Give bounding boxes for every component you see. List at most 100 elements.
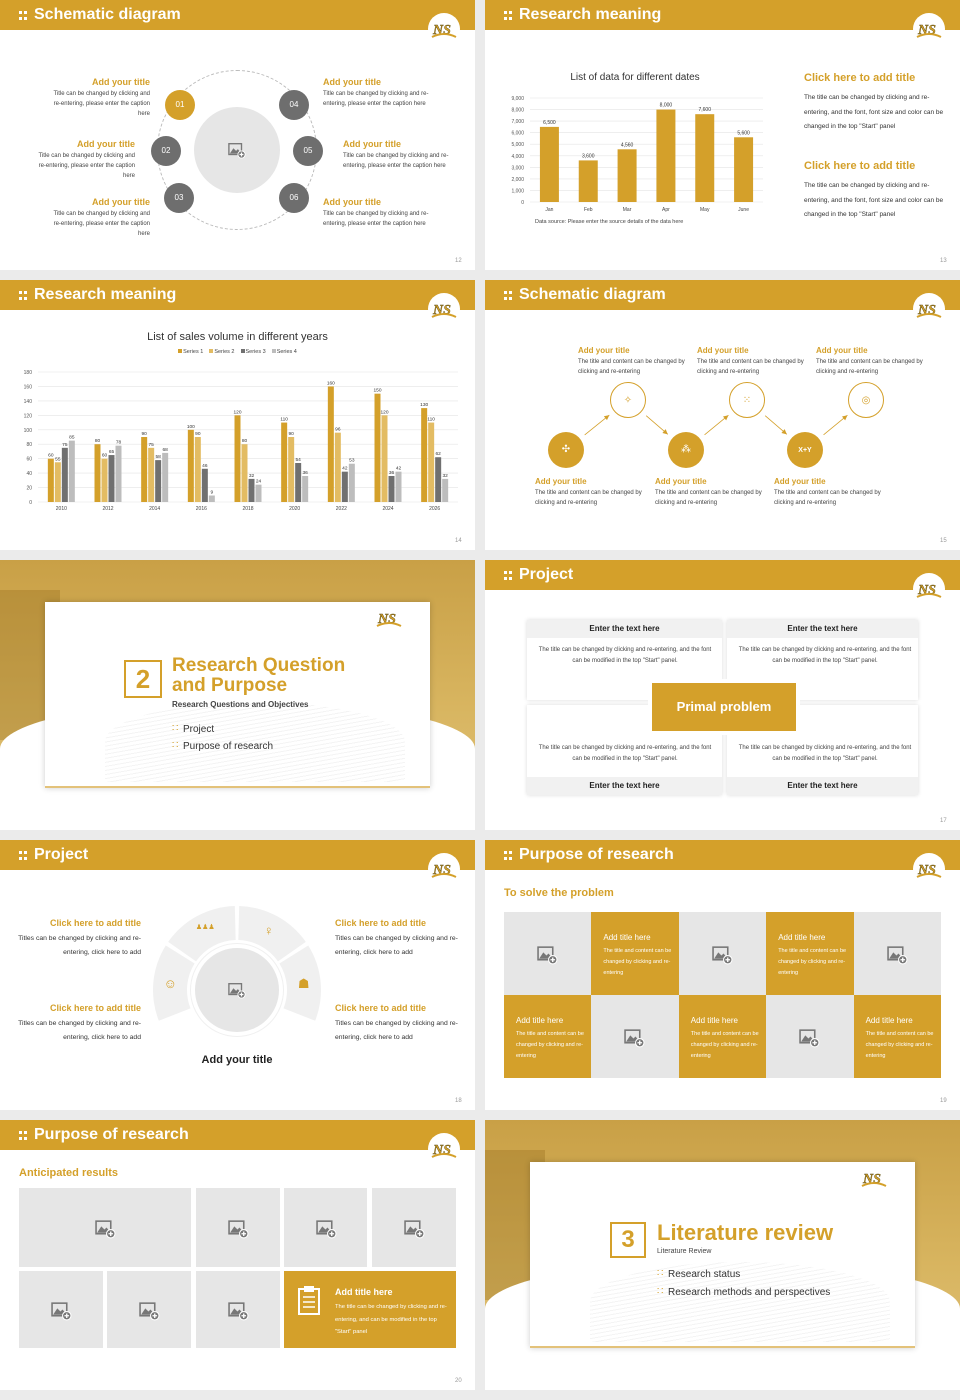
image-placeholder-icon[interactable] xyxy=(228,1300,249,1321)
data-label: 36 xyxy=(302,470,308,476)
bar-2026-s4 xyxy=(442,478,449,502)
bar-Mar xyxy=(617,149,637,202)
page-number: 17 xyxy=(940,818,947,824)
text-card: Enter the text here The title can be chan… xyxy=(727,620,918,700)
data-label: 5,600 xyxy=(737,130,750,136)
slide-19[interactable]: 19 Purpose of research NS To solve the prob… xyxy=(485,840,960,1110)
clipboard-icon xyxy=(297,1285,321,1315)
slide-20[interactable]: 20 Purpose of research NS Anticipated resul… xyxy=(0,1120,475,1390)
bar-2012-s1 xyxy=(94,444,101,502)
image-tile[interactable] xyxy=(678,912,767,995)
ring-segment xyxy=(279,945,322,1021)
slide-title: Project xyxy=(519,566,574,583)
image-placeholder-icon[interactable] xyxy=(51,1300,72,1321)
slide-13[interactable]: 13 Research meaning NS List of data for dif… xyxy=(485,0,960,270)
highlight-box: Add title here The title can be changed b… xyxy=(284,1271,456,1348)
text-tile: Add title here The title and content can … xyxy=(504,995,592,1078)
image-placeholder-icon[interactable] xyxy=(624,1027,645,1048)
bar-Apr xyxy=(656,109,676,202)
grouped-bar-chart: 0204060801001201401601806055758520108060… xyxy=(24,370,458,512)
card-text: The title can be changed by clicking and… xyxy=(738,745,912,762)
data-label: 96 xyxy=(335,427,341,433)
tile-title: Add title here xyxy=(778,933,826,942)
logo: NS xyxy=(913,293,945,325)
data-label: 42 xyxy=(342,466,348,472)
slide-15[interactable]: 15 Schematic diagram NS ✣ Add your title The … xyxy=(485,280,960,550)
image-tile[interactable] xyxy=(19,1188,191,1267)
bar-Jan xyxy=(539,126,559,202)
text-tile: Add title here The title and content can … xyxy=(853,995,941,1078)
data-label: 90 xyxy=(288,431,294,437)
bullet-dots-icon: ∷ xyxy=(657,1286,664,1297)
image-placeholder-icon[interactable] xyxy=(537,944,558,965)
text-tile: Add title here The title and content can … xyxy=(591,912,679,995)
molecule-step: ⁂ xyxy=(668,432,704,468)
image-tile[interactable] xyxy=(504,912,592,995)
image-tile[interactable] xyxy=(196,1188,280,1267)
share-nodes-step: ⁙ xyxy=(729,382,765,418)
image-placeholder-icon[interactable] xyxy=(139,1300,160,1321)
step-node: 05 xyxy=(293,136,323,166)
bar-2022-s4 xyxy=(348,463,355,502)
node-caption: Title can be changed by clicking and re-… xyxy=(53,211,150,237)
step-node: 03 xyxy=(164,183,194,213)
image-tile[interactable] xyxy=(284,1188,367,1267)
step-text: The title and content can be changed by … xyxy=(578,359,685,375)
step-text: The title and content can be changed by … xyxy=(655,490,762,506)
image-tile[interactable] xyxy=(766,995,854,1078)
image-placeholder-icon[interactable] xyxy=(95,1218,116,1239)
step-text: The title and content can be changed by … xyxy=(535,490,642,506)
image-placeholder-icon[interactable] xyxy=(228,141,246,159)
arrowhead xyxy=(603,415,610,421)
y-tick-label: 5,000 xyxy=(511,142,524,148)
card-header: Enter the text here xyxy=(527,777,722,795)
toc-link[interactable]: Research status xyxy=(668,1269,741,1280)
slide-header: Project xyxy=(485,560,960,590)
image-tile[interactable] xyxy=(591,995,679,1078)
slide-header: Research meaning xyxy=(0,280,475,310)
image-placeholder-icon[interactable] xyxy=(228,1218,249,1239)
chart-title: List of data for different dates xyxy=(570,72,700,83)
image-placeholder-icon[interactable] xyxy=(315,1218,337,1239)
image-placeholder-icon[interactable] xyxy=(799,1027,820,1048)
image-tile[interactable] xyxy=(853,912,941,995)
toc-link[interactable]: Purpose of research xyxy=(183,741,274,752)
step-title: Add your title xyxy=(774,477,826,486)
x-tick-label: Mar xyxy=(623,207,632,213)
image-tile[interactable] xyxy=(19,1271,103,1348)
step-node: 01 xyxy=(165,90,195,120)
tile-text: The title and content can be changed by … xyxy=(778,948,847,976)
image-tile[interactable] xyxy=(372,1188,456,1267)
bar-2018-s1 xyxy=(234,415,241,502)
step-title: Add your title xyxy=(535,477,587,486)
slide-title: Purpose of research xyxy=(34,1126,189,1143)
slide-14[interactable]: 14 Research meaning NS List of sales volume… xyxy=(0,280,475,550)
xy-formula-icon: X+Y xyxy=(798,447,812,454)
image-placeholder-icon[interactable] xyxy=(712,944,733,965)
segmented-ring xyxy=(153,906,322,1021)
toc-link[interactable]: Research methods and perspectives xyxy=(668,1287,831,1298)
image-placeholder-icon[interactable] xyxy=(886,944,908,965)
slide-17[interactable]: 17 Project NS Enter the text here The title … xyxy=(485,560,960,830)
y-tick-label: 40 xyxy=(26,471,32,477)
slide-18[interactable]: 18 Project NS ☺ ♟♟♟ ♀ ☗ Add your title Click her… xyxy=(0,840,475,1110)
card-text: The title can be changed by clicking and… xyxy=(538,647,712,664)
node-caption: Title can be changed by clicking and re-… xyxy=(53,91,150,117)
y-tick-label: 80 xyxy=(26,442,32,448)
bar-2024-s4 xyxy=(395,471,402,502)
slide-12[interactable]: 12 Schematic diagram NS 01 Add your title Tit… xyxy=(0,0,475,270)
toc-link[interactable]: Project xyxy=(183,724,215,735)
logo: NS xyxy=(428,1133,460,1165)
image-tile[interactable] xyxy=(196,1271,280,1348)
x-tick-label: Apr xyxy=(662,207,670,213)
bar-2016-s4 xyxy=(208,495,215,502)
image-tile[interactable] xyxy=(107,1271,191,1348)
image-placeholder-icon[interactable] xyxy=(404,1218,425,1239)
y-tick-label: 20 xyxy=(26,486,32,492)
item-text: Titles can be changed by clicking and re… xyxy=(18,1020,141,1041)
node-title: Add your title xyxy=(323,197,381,207)
image-placeholder-icon[interactable] xyxy=(228,981,246,999)
data-label: 62 xyxy=(435,451,441,457)
